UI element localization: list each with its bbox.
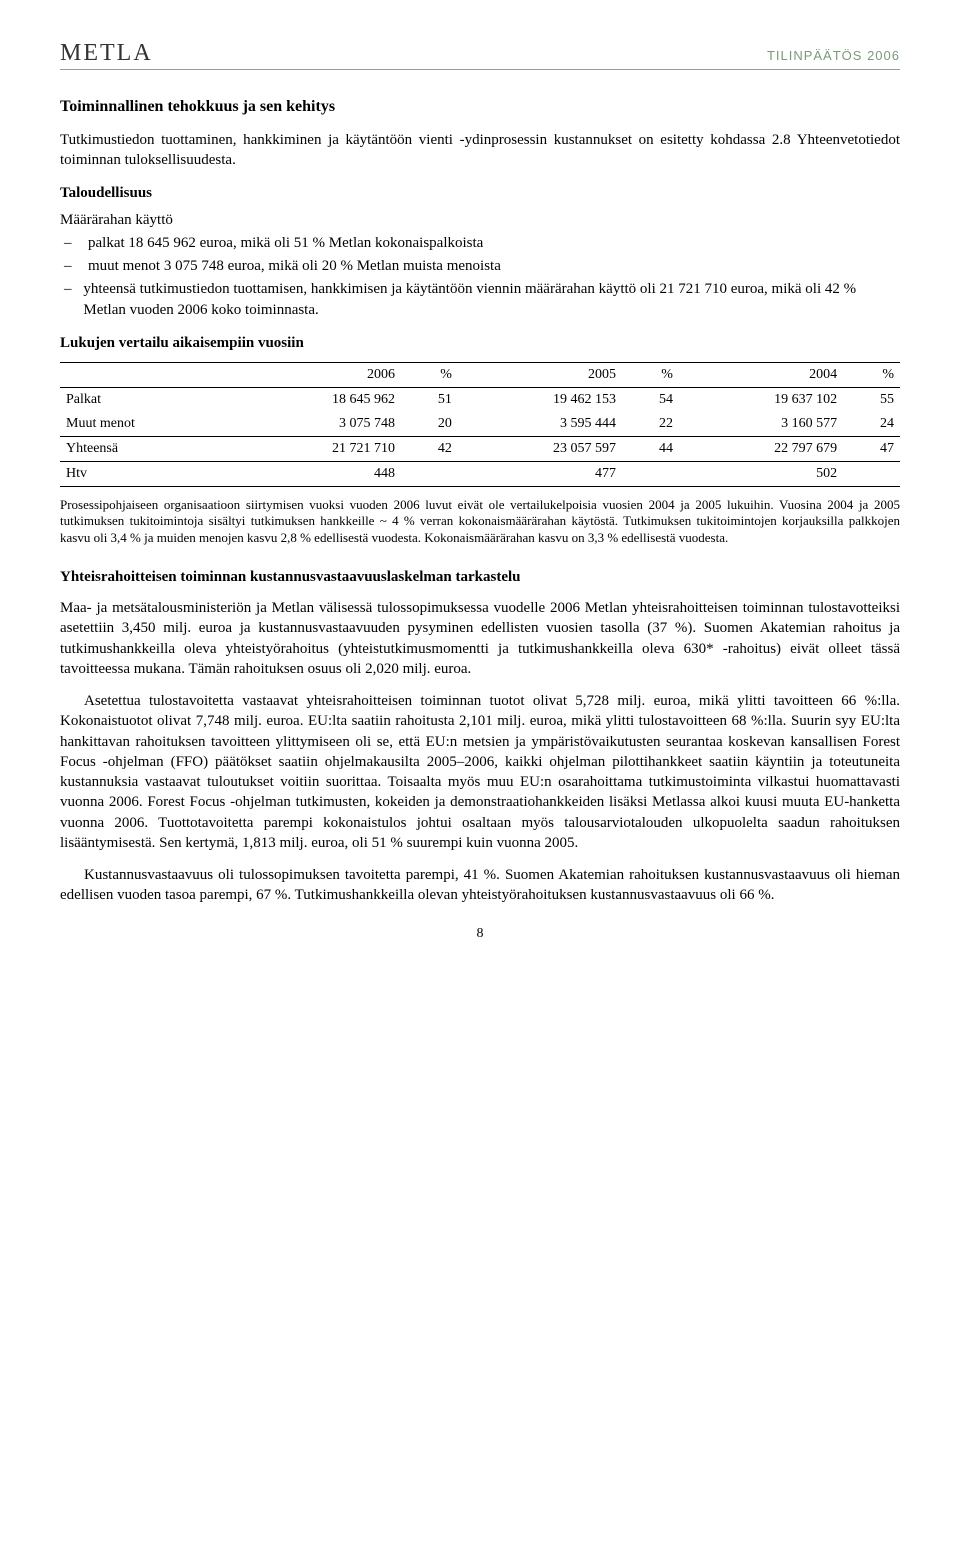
cell: 448 [237,461,401,486]
bullet-dash-icon: – [60,279,83,321]
cell [843,461,900,486]
bullet-item: – muut menot 3 075 748 euroa, mikä oli 2… [60,256,900,277]
compare-label: Lukujen vertailu aikaisempiin vuosiin [60,335,900,352]
th-pct-3: % [843,362,900,387]
th-blank [60,362,237,387]
cell: Muut menot [60,412,237,437]
cell: 20 [401,412,458,437]
cell: 21 721 710 [237,436,401,461]
cell: Htv [60,461,237,486]
body-paragraph-3: Kustannusvastaavuus oli tulossopimuksen … [60,865,900,906]
header-document-title: TILINPÄÄTÖS 2006 [767,48,900,63]
table-row: Yhteensä 21 721 710 42 23 057 597 44 22 … [60,436,900,461]
maararahan-subhead: Määrärahan käyttö [60,212,900,229]
cell: 51 [401,387,458,412]
bullet-item: – palkat 18 645 962 euroa, mikä oli 51 %… [60,233,900,254]
th-pct-1: % [401,362,458,387]
cell: 47 [843,436,900,461]
bullet-text: palkat 18 645 962 euroa, mikä oli 51 % M… [88,233,483,254]
logo: METLA [60,40,153,67]
cell: 44 [622,436,679,461]
cell: Palkat [60,387,237,412]
body-paragraph-2: Asetettua tulostavoitetta vastaavat yhte… [60,691,900,853]
cell: 19 462 153 [458,387,622,412]
section-title-yhteisrahoitteisen: Yhteisrahoitteisen toiminnan kustannusva… [60,569,900,586]
cell: 24 [843,412,900,437]
cell: 477 [458,461,622,486]
cell: Yhteensä [60,436,237,461]
th-2004: 2004 [679,362,843,387]
cell: 19 637 102 [679,387,843,412]
bullet-text: muut menot 3 075 748 euroa, mikä oli 20 … [88,256,501,277]
bullet-dash-icon: – [60,233,88,254]
cell: 22 797 679 [679,436,843,461]
bullet-item: – yhteensä tutkimustiedon tuottamisen, h… [60,279,900,321]
th-pct-2: % [622,362,679,387]
cell: 3 160 577 [679,412,843,437]
page-header: METLA TILINPÄÄTÖS 2006 [60,40,900,70]
table-footnote: Prosessipohjaiseen organisaatioon siirty… [60,497,900,548]
table-row: Muut menot 3 075 748 20 3 595 444 22 3 1… [60,412,900,437]
bullet-text: yhteensä tutkimustiedon tuottamisen, han… [83,279,900,321]
cell: 55 [843,387,900,412]
body-paragraph-1: Maa- ja metsätalousministeriön ja Metlan… [60,598,900,679]
comparison-table: 2006 % 2005 % 2004 % Palkat 18 645 962 5… [60,362,900,487]
cell: 3 595 444 [458,412,622,437]
th-2006: 2006 [237,362,401,387]
bullet-list: – palkat 18 645 962 euroa, mikä oli 51 %… [60,233,900,321]
cell: 502 [679,461,843,486]
table-row: Htv 448 477 502 [60,461,900,486]
cell: 23 057 597 [458,436,622,461]
intro-paragraph: Tutkimustiedon tuottaminen, hankkiminen … [60,130,900,171]
cell: 54 [622,387,679,412]
section-title-tehokkuus: Toiminnallinen tehokkuus ja sen kehitys [60,98,900,116]
th-2005: 2005 [458,362,622,387]
cell: 3 075 748 [237,412,401,437]
cell: 18 645 962 [237,387,401,412]
bullet-dash-icon: – [60,256,88,277]
cell [401,461,458,486]
cell [622,461,679,486]
table-row: Palkat 18 645 962 51 19 462 153 54 19 63… [60,387,900,412]
page-number: 8 [60,926,900,942]
cell: 22 [622,412,679,437]
taloudellisuus-heading: Taloudellisuus [60,185,900,202]
cell: 42 [401,436,458,461]
